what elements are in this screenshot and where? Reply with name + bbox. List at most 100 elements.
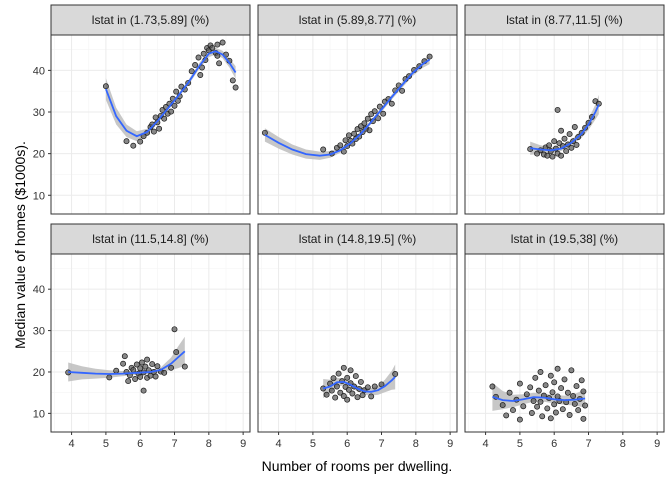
data-point bbox=[149, 361, 156, 368]
data-point bbox=[561, 135, 568, 142]
data-point bbox=[332, 394, 339, 401]
data-point bbox=[138, 359, 145, 366]
data-point bbox=[337, 142, 344, 149]
data-point bbox=[330, 375, 337, 382]
data-point bbox=[568, 367, 575, 374]
data-point bbox=[140, 387, 147, 394]
data-point bbox=[549, 389, 556, 396]
data-point bbox=[426, 53, 433, 60]
data-point bbox=[152, 373, 159, 380]
strip-label: lstat in (19.5,38] (%) bbox=[511, 232, 618, 246]
data-point bbox=[340, 148, 347, 155]
x-tick-label: 6 bbox=[551, 438, 557, 450]
y-tick-label: 10 bbox=[33, 408, 45, 420]
data-point bbox=[137, 373, 144, 380]
data-point bbox=[106, 374, 113, 381]
x-tick-label: 4 bbox=[483, 438, 489, 450]
x-tick-label: 5 bbox=[103, 438, 109, 450]
data-point bbox=[200, 50, 207, 57]
data-point bbox=[510, 407, 516, 414]
facet-panel: lstat in (5.89,8.77] (%) bbox=[257, 4, 458, 215]
data-point bbox=[532, 374, 539, 381]
y-tick-label: 20 bbox=[33, 367, 45, 379]
data-point bbox=[561, 376, 568, 383]
data-point bbox=[364, 115, 371, 122]
data-point bbox=[349, 390, 356, 397]
data-point bbox=[121, 353, 128, 360]
data-point bbox=[219, 39, 226, 46]
strip-background bbox=[464, 223, 665, 255]
data-point bbox=[542, 382, 549, 389]
data-point bbox=[161, 115, 168, 122]
data-point bbox=[527, 384, 534, 391]
facet-panel: lstat in (8.77,11.5] (%) bbox=[464, 4, 665, 215]
data-point bbox=[573, 141, 580, 148]
y-tick-label: 20 bbox=[33, 149, 45, 161]
panel-border bbox=[464, 253, 665, 433]
strip-background bbox=[50, 223, 251, 255]
confidence-ribbon bbox=[264, 55, 430, 160]
data-point bbox=[351, 130, 358, 137]
x-tick-label: 5 bbox=[517, 438, 523, 450]
data-point bbox=[168, 364, 175, 371]
data-point bbox=[133, 361, 140, 368]
data-point bbox=[575, 407, 582, 414]
data-point bbox=[144, 356, 151, 363]
data-point bbox=[399, 87, 406, 94]
data-point bbox=[547, 415, 554, 422]
data-point bbox=[366, 127, 373, 134]
facet-panel: lstat in (1.73,5.89] (%) 10 20 30 40 bbox=[33, 4, 251, 215]
data-point bbox=[261, 129, 268, 136]
data-point bbox=[232, 84, 239, 91]
data-point bbox=[195, 54, 202, 61]
data-point bbox=[323, 391, 330, 398]
data-point bbox=[563, 148, 570, 155]
data-point bbox=[578, 377, 585, 384]
data-point bbox=[125, 378, 132, 385]
data-point bbox=[499, 402, 506, 409]
data-point bbox=[523, 391, 530, 398]
data-point bbox=[552, 409, 559, 416]
data-point bbox=[130, 142, 137, 149]
data-point bbox=[551, 379, 558, 386]
data-point bbox=[188, 68, 195, 75]
smooth-line bbox=[105, 50, 237, 138]
data-point bbox=[566, 412, 573, 418]
data-point bbox=[549, 153, 556, 160]
data-point bbox=[352, 373, 359, 380]
x-tick-label: 7 bbox=[171, 438, 177, 450]
smooth-line bbox=[264, 58, 431, 157]
y-tick-label: 40 bbox=[33, 65, 45, 77]
data-point bbox=[516, 416, 523, 423]
x-tick-label: 4 bbox=[69, 438, 75, 450]
data-point bbox=[345, 132, 352, 139]
data-point bbox=[181, 363, 188, 370]
data-point bbox=[364, 384, 371, 391]
strip-background bbox=[464, 4, 665, 36]
data-point bbox=[344, 396, 351, 403]
data-point bbox=[214, 52, 221, 59]
data-point bbox=[154, 363, 161, 370]
data-point bbox=[333, 383, 340, 390]
strip-label: lstat in (5.89,8.77] (%) bbox=[299, 13, 416, 27]
data-point bbox=[337, 389, 344, 396]
data-point bbox=[571, 124, 578, 130]
data-point bbox=[551, 138, 558, 145]
data-point bbox=[503, 412, 510, 419]
facet-panel: lstat in (11.5,14.8] (%) 10 20 30 40 4 5 6 7 8 9 bbox=[33, 223, 251, 450]
x-tick-label: 8 bbox=[413, 438, 419, 450]
x-tick-label: 9 bbox=[240, 438, 246, 450]
smooth-line bbox=[322, 376, 396, 393]
data-point bbox=[171, 326, 178, 333]
data-point bbox=[570, 393, 577, 399]
data-point bbox=[209, 44, 216, 51]
strip-label: lstat in (1.73,5.89] (%) bbox=[92, 13, 209, 27]
x-axis-title: Number of rooms per dwelling. bbox=[262, 458, 453, 474]
x-tick-label: 8 bbox=[620, 438, 626, 450]
data-point bbox=[142, 363, 149, 370]
data-point bbox=[173, 88, 180, 95]
panel-background bbox=[51, 254, 250, 432]
data-point bbox=[547, 372, 554, 379]
strip-background bbox=[50, 4, 251, 36]
